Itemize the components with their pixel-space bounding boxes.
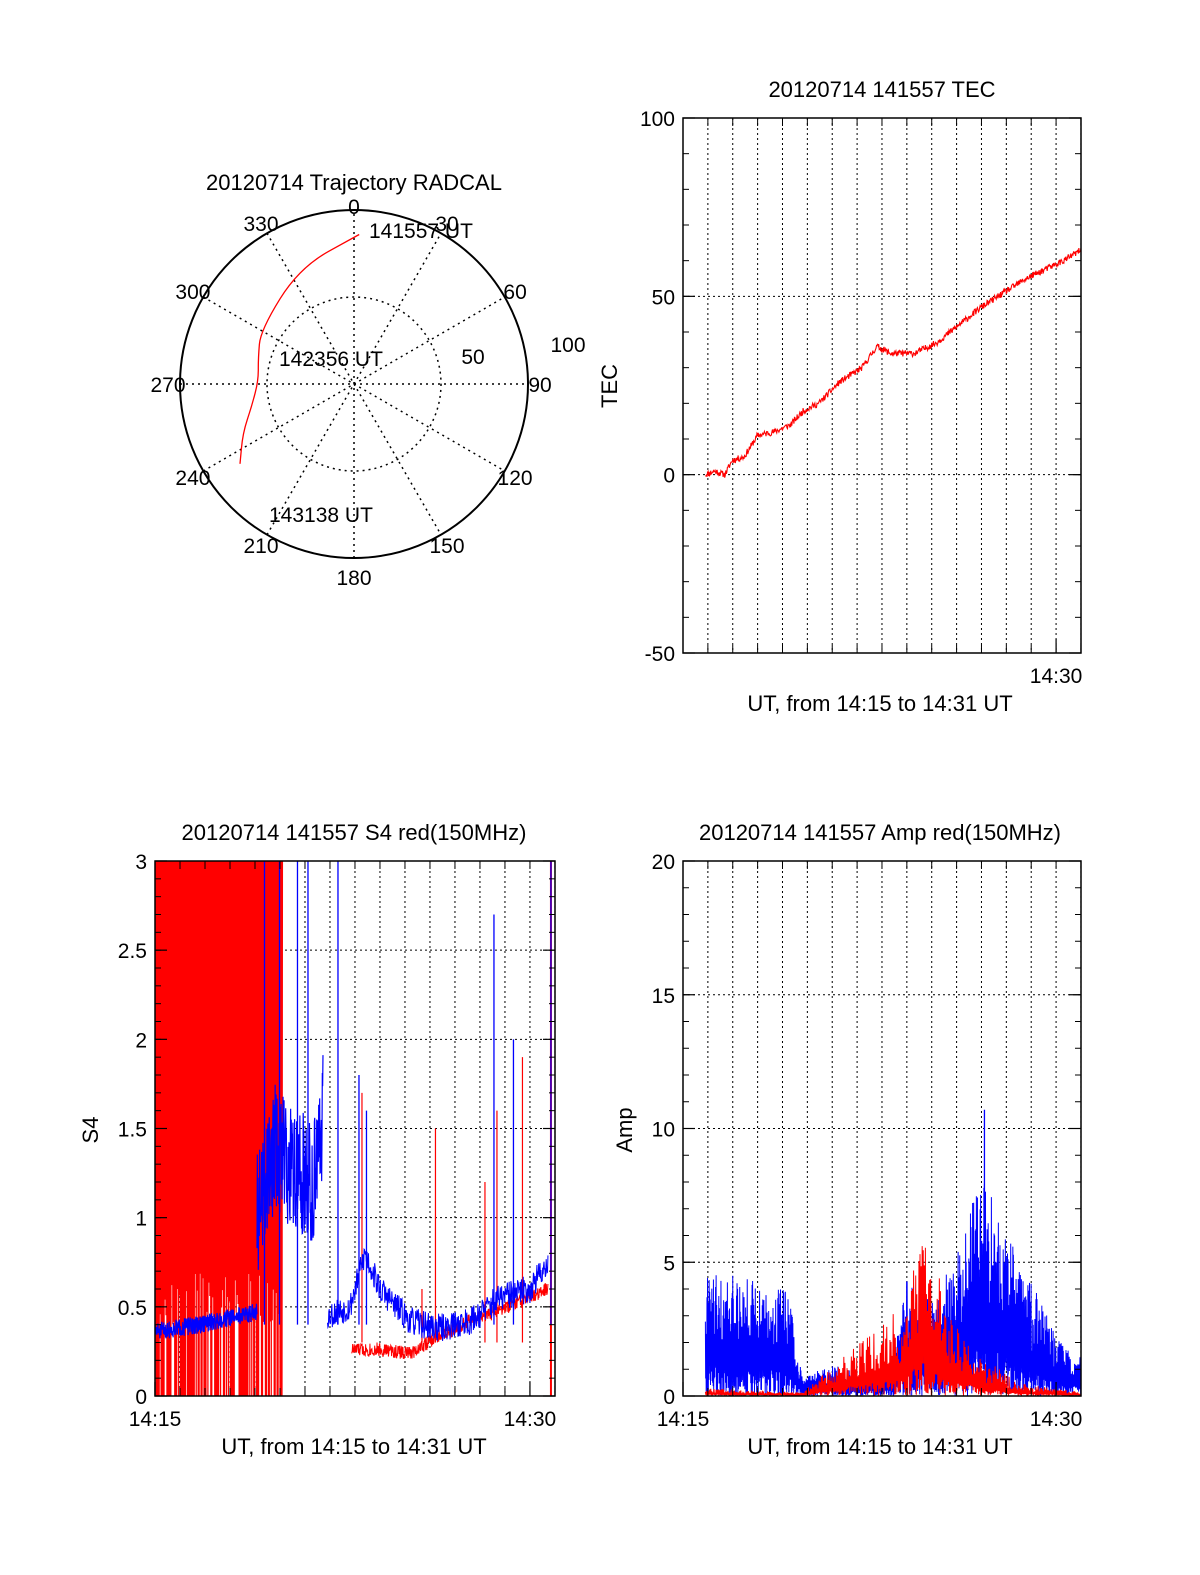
y-tick-label: 3 — [135, 851, 147, 874]
s4-ylabel: S4 — [78, 1117, 103, 1144]
amp-title: 20120714 141557 Amp red(150MHz) — [699, 820, 1061, 845]
polar-trajectory-line — [239, 233, 360, 464]
polar-radial-label-100: 100 — [550, 334, 585, 357]
polar-angle-label: 120 — [498, 467, 533, 490]
amp-ylabel: Amp — [612, 1107, 637, 1152]
y-tick-label: 15 — [652, 985, 675, 1008]
polar-radial-label-50: 50 — [461, 346, 484, 369]
y-tick-label: 1 — [135, 1208, 147, 1231]
tec-chart: 20120714 141557 TEC 100 50 0 -50 14:30 TEC U… — [597, 77, 1082, 716]
s4-ticks: 3 2.5 2 1.5 1 0.5 014:15 14:30 — [118, 851, 556, 1431]
polar-angle-labels: 0 30 60 90 120 150 180 210 240 270 300 330 — [150, 196, 551, 590]
y-tick-label: 5 — [663, 1252, 675, 1275]
tec-ylabel: TEC — [597, 364, 622, 408]
y-tick-label: 0 — [663, 1386, 675, 1409]
polar-angle-label: 60 — [503, 281, 526, 304]
polar-grid-spoke — [266, 232, 442, 536]
x-tick-label: 14:30 — [504, 1408, 557, 1431]
tec-xlabel: UT, from 14:15 to 14:31 UT — [747, 691, 1012, 716]
y-tick-label: 0 — [663, 465, 675, 488]
tec-series — [705, 247, 1081, 478]
polar-angle-label: 270 — [150, 374, 185, 397]
polar-angle-label: 150 — [429, 535, 464, 558]
amp-xlabel: UT, from 14:15 to 14:31 UT — [747, 1434, 1012, 1459]
polar-annotation-start: 141557 UT — [369, 220, 473, 243]
amp-series — [704, 1109, 1081, 1396]
polar-angle-label: 0 — [348, 196, 360, 219]
x-tick-label: 14:30 — [1030, 1408, 1083, 1431]
amp-red-line — [704, 1246, 1081, 1396]
amp-chart: 20120714 141557 Amp red(150MHz) 20 15 10 5 0… — [612, 820, 1082, 1459]
polar-angle-label: 240 — [175, 467, 210, 490]
polar-angle-label: 90 — [528, 374, 551, 397]
y-tick-label: 0.5 — [118, 1297, 147, 1320]
polar-annotation-end: 143138 UT — [269, 504, 373, 527]
polar-angle-label: 210 — [243, 535, 278, 558]
polar-annotation-mid: 142356 UT — [279, 348, 383, 371]
tec-line — [705, 247, 1081, 478]
polar-trajectory-chart: 20120714 Trajectory RADCAL 0 30 60 90 120 150… — [150, 170, 585, 590]
y-tick-label: 2 — [135, 1029, 147, 1052]
y-tick-label: 2.5 — [118, 940, 147, 963]
polar-trajectory-series — [239, 233, 360, 464]
polar-grid — [180, 210, 528, 558]
s4-title: 20120714 141557 S4 red(150MHz) — [182, 820, 527, 845]
x-tick-label: 14:15 — [129, 1408, 182, 1431]
s4-blue-line — [155, 1303, 258, 1339]
y-tick-label: -50 — [645, 643, 675, 666]
y-tick-label: 20 — [652, 851, 675, 874]
s4-blue-line — [326, 1248, 549, 1341]
tec-ticks: 100 50 0 -50 14:30 — [640, 108, 1082, 688]
tec-title: 20120714 141557 TEC — [768, 77, 995, 102]
tec-grid — [683, 118, 1082, 653]
polar-angle-label: 330 — [243, 213, 278, 236]
polar-title: 20120714 Trajectory RADCAL — [206, 170, 502, 195]
s4-blue-line — [256, 1055, 324, 1270]
polar-angle-label: 180 — [336, 567, 371, 590]
s4-series — [155, 861, 552, 1396]
polar-grid-circle-50 — [266, 296, 442, 472]
amp-ticks: 20 15 10 5 014:15 14:30 — [652, 851, 1083, 1431]
polar-outer-circle — [179, 209, 529, 559]
s4-chart: 20120714 141557 S4 red(150MHz) 3 2.5 2 1.5 1… — [78, 820, 556, 1459]
y-tick-label: 1.5 — [118, 1119, 147, 1142]
s4-xlabel: UT, from 14:15 to 14:31 UT — [221, 1434, 486, 1459]
y-tick-label: 50 — [652, 286, 675, 309]
polar-angle-label: 30 — [435, 213, 458, 236]
y-tick-label: 0 — [135, 1386, 147, 1409]
x-tick-label: 14:30 — [1030, 665, 1083, 688]
polar-angle-label: 300 — [175, 281, 210, 304]
x-tick-label: 14:15 — [657, 1408, 710, 1431]
y-tick-label: 100 — [640, 108, 675, 131]
y-tick-label: 10 — [652, 1119, 675, 1142]
